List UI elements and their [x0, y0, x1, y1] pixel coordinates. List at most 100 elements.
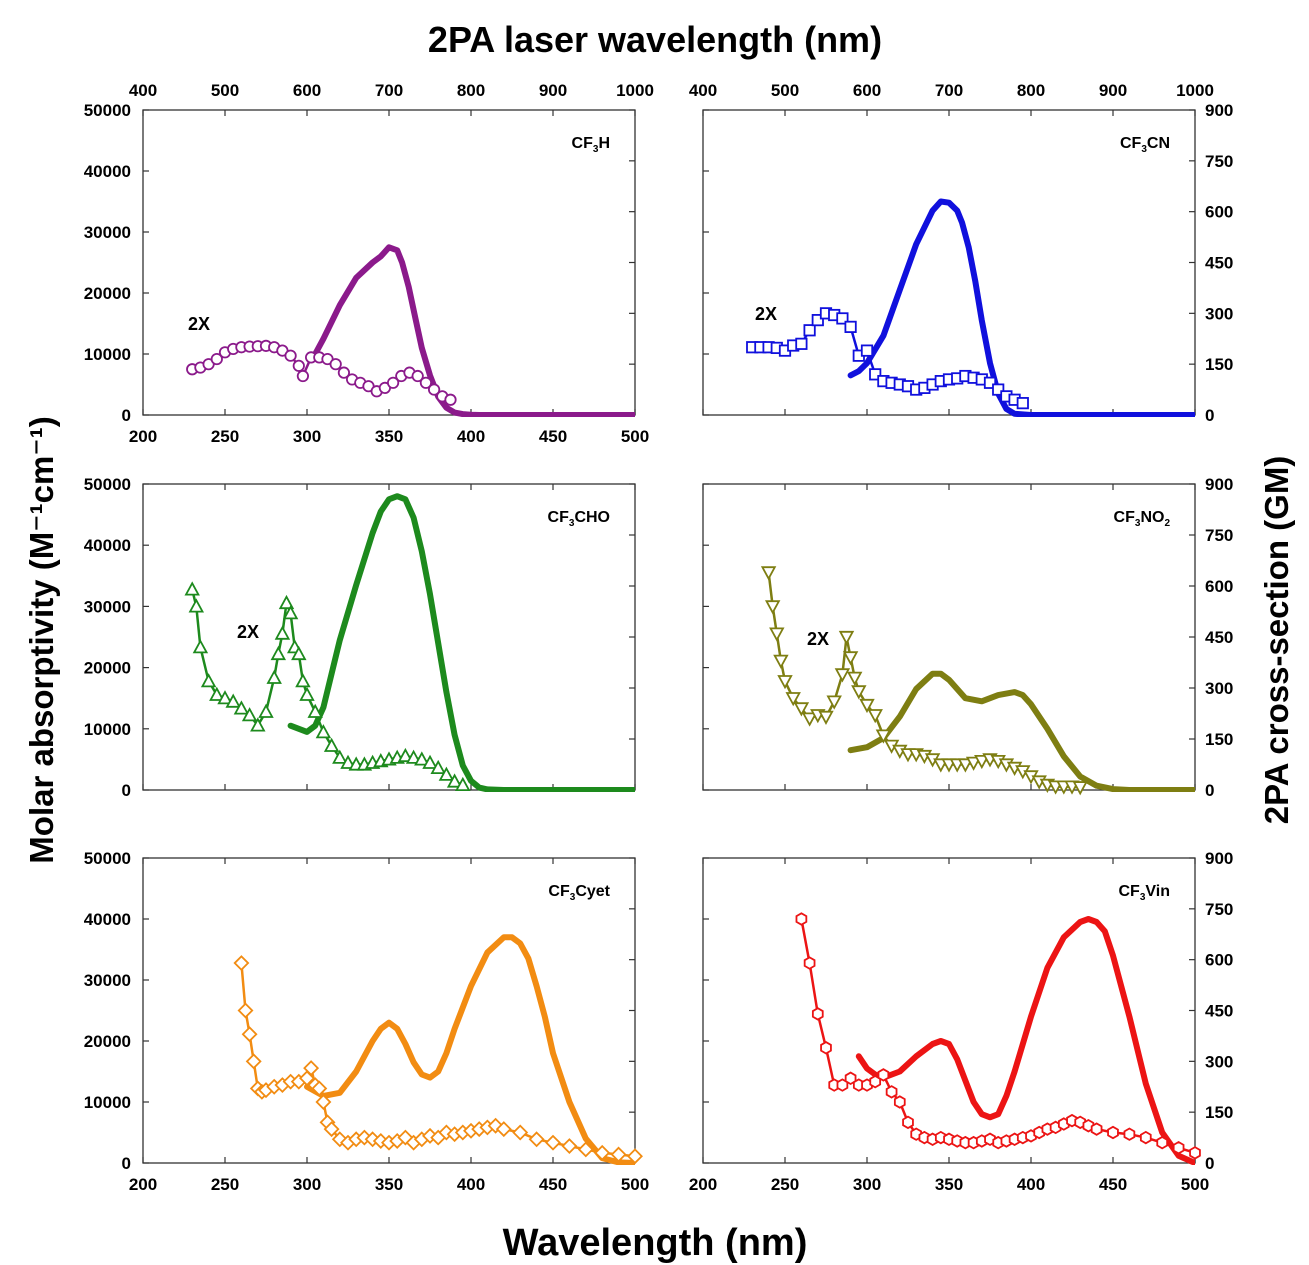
x-top-tick-label: 1000 — [1176, 81, 1214, 100]
x-top-tick-label: 1000 — [616, 81, 654, 100]
2pa-point — [627, 1148, 643, 1165]
plot-frame — [702, 857, 1196, 1164]
absorbance-line — [847, 670, 1195, 792]
2pa-point — [902, 1115, 914, 1130]
2pa-point — [545, 1134, 561, 1151]
2pa-point — [323, 737, 340, 752]
2pa-point — [245, 1053, 262, 1070]
panel-label: CF3Vin — [1119, 883, 1171, 903]
2pa-point — [315, 1094, 332, 1110]
y-right-tick-label: 900 — [1205, 475, 1233, 494]
2pa-point — [184, 581, 200, 596]
panel-label: CF3Cyet — [548, 883, 610, 903]
2pa-point — [1090, 1122, 1103, 1136]
2pa-point — [764, 600, 781, 615]
absorbance-line — [847, 198, 1195, 417]
x-bottom-tick-label: 400 — [457, 427, 485, 446]
panel-label-part: 3 — [1140, 892, 1146, 903]
y-right-tick-label: 750 — [1205, 526, 1233, 545]
2pa-point — [419, 376, 432, 389]
2pa-point — [274, 625, 291, 640]
y-left-tick-label: 40000 — [84, 162, 131, 181]
panel-cf3vin: 0 150 300 450 600 750 900 200 250 300 350 400 450 500… — [689, 849, 1234, 1194]
2pa-line — [240, 962, 635, 1158]
absorbance-line — [287, 493, 635, 792]
2pa-point — [577, 1141, 594, 1158]
2pa-point — [974, 755, 990, 770]
2pa-point — [811, 1007, 824, 1021]
panel-label-part: 2 — [1164, 518, 1170, 529]
2pa-point — [867, 709, 883, 724]
plot-frame — [142, 109, 636, 416]
left-axis-label: Molar absorptivity (M⁻¹cm⁻¹) — [23, 416, 60, 863]
panel-label-part: H — [598, 135, 610, 152]
plot-frame — [702, 109, 1196, 416]
2pa-point — [337, 366, 350, 379]
scale-note: 2X — [237, 622, 259, 642]
2pa-point — [1156, 1135, 1169, 1150]
y-left-tick-label: 20000 — [84, 284, 131, 303]
2pa-point — [487, 1117, 504, 1134]
2pa-point — [769, 627, 785, 642]
plot-frame — [142, 857, 636, 1164]
x-top-tick-label: 500 — [211, 81, 239, 100]
x-bottom-tick-label: 400 — [457, 1175, 485, 1194]
2pa-point — [893, 1095, 906, 1109]
x-top-tick-label: 500 — [771, 81, 799, 100]
2pa-point — [561, 1138, 578, 1155]
panel-label-part: 3 — [593, 144, 599, 155]
x-bottom-tick-label: 250 — [211, 427, 239, 446]
2pa-point — [785, 692, 801, 707]
y-left-tick-label: 20000 — [84, 1032, 131, 1051]
scale-note: 2X — [755, 304, 777, 324]
panel-label-part: Vin — [1145, 883, 1170, 900]
2pa-point — [315, 724, 332, 739]
y-right-tick-label: 600 — [1205, 577, 1233, 596]
scale-note: 2X — [807, 629, 829, 649]
right-axis-label: 2PA cross-section (GM) — [1258, 456, 1295, 825]
2pa-point — [188, 598, 205, 613]
2pa-point — [1107, 1125, 1119, 1140]
x-bottom-tick-label: 250 — [211, 1175, 239, 1194]
2pa-point — [877, 1068, 890, 1082]
y-right-tick-label: 600 — [1205, 203, 1233, 222]
x-top-tick-label: 900 — [539, 81, 567, 100]
panel-label-part: CF — [572, 135, 594, 152]
panel-label: CF3H — [572, 135, 610, 155]
panel-label-part: 3 — [1141, 144, 1147, 155]
2pa-point — [444, 393, 457, 406]
y-left-tick-label: 0 — [122, 1154, 131, 1173]
panel-label-part: Cyet — [575, 883, 610, 900]
x-top-tick-label: 400 — [129, 81, 157, 100]
x-bottom-tick-label: 500 — [1181, 1175, 1209, 1194]
y-left-tick-label: 30000 — [84, 223, 131, 242]
x-bottom-tick-label: 500 — [621, 427, 649, 446]
2pa-point — [299, 1070, 315, 1087]
y-left-tick-label: 30000 — [84, 971, 131, 990]
y-right-tick-label: 150 — [1205, 355, 1233, 374]
y-right-tick-label: 450 — [1205, 628, 1233, 647]
x-bottom-tick-label: 450 — [539, 1175, 567, 1194]
y-right-tick-label: 300 — [1205, 304, 1233, 323]
2pa-point — [957, 758, 974, 773]
2pa-point — [801, 712, 818, 727]
panel-cf3h: 0 10000 20000 30000 40000 50000 200 250 300 350 40… — [84, 81, 654, 446]
2pa-point — [834, 668, 851, 683]
panel-label-part: 3 — [1135, 518, 1141, 529]
2pa-point — [329, 358, 342, 371]
panel-label-part: 3 — [569, 518, 575, 529]
x-bottom-tick-label: 350 — [935, 1175, 963, 1194]
y-left-tick-label: 50000 — [84, 101, 131, 120]
y-left-tick-label: 40000 — [84, 536, 131, 555]
x-bottom-tick-label: 450 — [1099, 1175, 1127, 1194]
2pa-point — [282, 605, 299, 620]
y-right-tick-label: 300 — [1205, 1052, 1233, 1071]
y-right-tick-label: 750 — [1205, 900, 1233, 919]
2pa-point — [795, 912, 808, 926]
2pa-point — [836, 312, 849, 325]
2pa-point — [1172, 1141, 1185, 1155]
2pa-point — [241, 707, 258, 722]
2pa-point — [1189, 1146, 1201, 1160]
2pa-point — [512, 1124, 529, 1141]
